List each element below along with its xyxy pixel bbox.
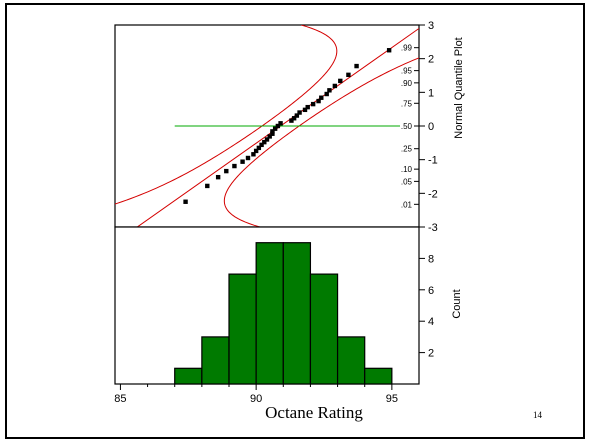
histogram-bar xyxy=(282,242,312,385)
count-axis-tick-label: 2 xyxy=(428,348,434,360)
data-point xyxy=(224,168,229,174)
data-point xyxy=(275,123,281,129)
data-point xyxy=(302,107,308,113)
data-point xyxy=(386,48,392,53)
quantile-axis-tick-label: -2 xyxy=(428,188,438,200)
page-number: 14 xyxy=(533,410,542,420)
data-point xyxy=(310,101,316,107)
data-point xyxy=(240,159,245,164)
data-point xyxy=(259,142,264,148)
data-point xyxy=(245,155,251,161)
quantile-plot-panel: .99 .95 .90 .75 .50 .25 .10 .05 .01 -3 -2 -1 0 1 2 3 N… xyxy=(114,20,465,234)
octane-axis-tick-label: 95 xyxy=(386,393,398,405)
data-point xyxy=(305,104,310,110)
data-point xyxy=(183,199,188,204)
probability-label: .75 xyxy=(401,99,413,108)
octane-axis: 85 90 95 xyxy=(114,384,398,405)
data-point xyxy=(272,126,278,131)
histogram-bar xyxy=(309,273,339,385)
data-point xyxy=(251,152,256,157)
data-point xyxy=(338,78,343,84)
quantile-axis-tick-label: -3 xyxy=(428,222,438,234)
probability-label: .90 xyxy=(401,79,413,88)
data-point xyxy=(278,121,283,126)
probability-label: .05 xyxy=(401,177,413,186)
probability-label: .50 xyxy=(401,122,413,131)
histogram-panel: 2 4 6 8 85 90 95 Count Octane Rating xyxy=(114,226,463,422)
probability-label: .25 xyxy=(401,145,413,154)
quantile-axis-tick-label: 1 xyxy=(428,87,434,99)
data-point xyxy=(324,91,329,97)
count-axis: 2 4 6 8 xyxy=(419,253,434,360)
histogram-bar xyxy=(228,273,257,385)
data-point xyxy=(332,83,338,89)
histogram-bar xyxy=(364,367,393,385)
data-point xyxy=(262,139,267,145)
data-point xyxy=(327,88,332,93)
quantile-axis-tick-label: -1 xyxy=(428,155,438,167)
histogram-bars xyxy=(174,242,393,385)
data-point xyxy=(346,72,351,78)
probability-label: .10 xyxy=(401,165,413,174)
data-point xyxy=(256,145,262,151)
probability-label: .01 xyxy=(401,200,413,209)
quantile-axis-title: Normal Quantile Plot xyxy=(453,37,465,139)
data-point xyxy=(232,163,237,169)
data-point xyxy=(316,98,321,104)
quantile-points xyxy=(183,48,392,204)
data-point xyxy=(270,129,275,134)
data-point xyxy=(354,63,359,69)
count-axis-title: Count xyxy=(451,289,463,318)
histogram-bar xyxy=(336,336,366,385)
quantile-axis-tick-label: 2 xyxy=(428,54,434,66)
data-point xyxy=(215,174,221,180)
data-point xyxy=(297,110,302,115)
probability-label: .99 xyxy=(401,44,413,53)
quantile-right-axis: -3 -2 -1 0 1 2 3 xyxy=(419,20,438,234)
quantile-axis-tick-label: 0 xyxy=(428,121,434,133)
data-point xyxy=(289,118,294,123)
histogram-bar xyxy=(255,242,284,385)
data-point xyxy=(319,95,324,100)
octane-axis-tick-label: 85 xyxy=(114,393,126,405)
probability-label: .95 xyxy=(401,67,413,76)
octane-axis-tick-label: 90 xyxy=(250,393,262,405)
quantile-axis-tick-label: 3 xyxy=(428,20,434,32)
x-axis-title: Octane Rating xyxy=(265,403,363,422)
data-point xyxy=(264,137,270,142)
slide-frame xyxy=(5,3,585,439)
data-point xyxy=(267,134,272,139)
data-point xyxy=(253,148,259,154)
count-axis-tick-label: 4 xyxy=(428,316,434,328)
count-axis-tick-label: 6 xyxy=(428,285,434,297)
histogram-bar xyxy=(174,367,203,385)
data-point xyxy=(270,131,275,136)
data-point xyxy=(291,116,297,121)
data-point xyxy=(294,113,300,118)
data-point xyxy=(205,183,210,189)
probability-scale: .99 .95 .90 .75 .50 .25 .10 .05 .01 xyxy=(401,44,419,209)
count-axis-tick-label: 8 xyxy=(428,253,434,265)
histogram-bar xyxy=(201,336,230,385)
